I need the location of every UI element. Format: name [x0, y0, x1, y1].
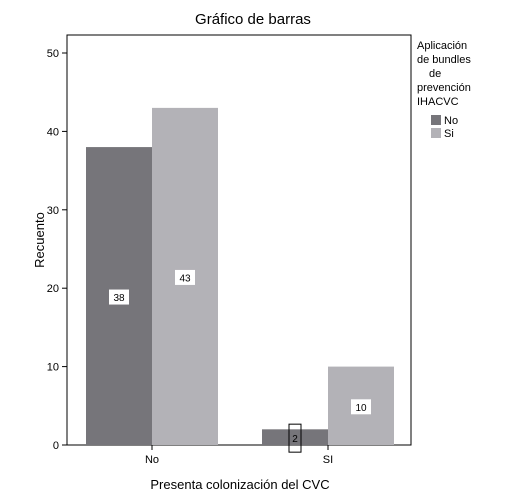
data-label: 38	[113, 293, 125, 304]
chart-title: Gráfico de barras	[195, 11, 311, 28]
data-label: 10	[355, 403, 367, 414]
data-label-box	[175, 269, 195, 285]
legend-swatch-si	[431, 128, 441, 138]
data-label: 43	[179, 273, 191, 284]
x-axis: No SI	[145, 445, 333, 466]
y-axis: 0 10 20 30 40 50	[47, 48, 67, 452]
data-label: 2	[292, 434, 298, 445]
legend-title-line: de	[429, 68, 441, 80]
legend-item-label: Si	[444, 128, 454, 140]
data-labels-group: 38 43 2 10	[109, 269, 371, 453]
legend-title-line: IHACVC	[417, 96, 459, 108]
x-tick-label: SI	[323, 454, 333, 466]
legend-title-line: de bundles	[417, 54, 471, 66]
y-tick-label: 20	[47, 283, 59, 295]
data-label-box	[288, 423, 302, 453]
y-tick-label: 10	[47, 362, 59, 374]
y-tick-label: 50	[47, 48, 59, 60]
legend-item-label: No	[444, 115, 458, 127]
x-tick-label: No	[145, 454, 159, 466]
y-tick-label: 40	[47, 126, 59, 138]
y-tick-label: 0	[53, 440, 59, 452]
legend: Aplicación de bundles de prevención IHACVC No…	[417, 40, 471, 140]
legend-swatch-no	[431, 115, 441, 125]
y-axis-label: Recuento	[32, 212, 47, 268]
data-label-box	[109, 289, 129, 305]
y-tick-label: 30	[47, 205, 59, 217]
data-label-box	[351, 399, 371, 415]
legend-title-line: prevención	[417, 82, 471, 94]
bar-si-no	[262, 429, 328, 445]
x-axis-label: Presenta colonización del CVC	[150, 477, 329, 492]
legend-title-line: Aplicación	[417, 40, 467, 52]
